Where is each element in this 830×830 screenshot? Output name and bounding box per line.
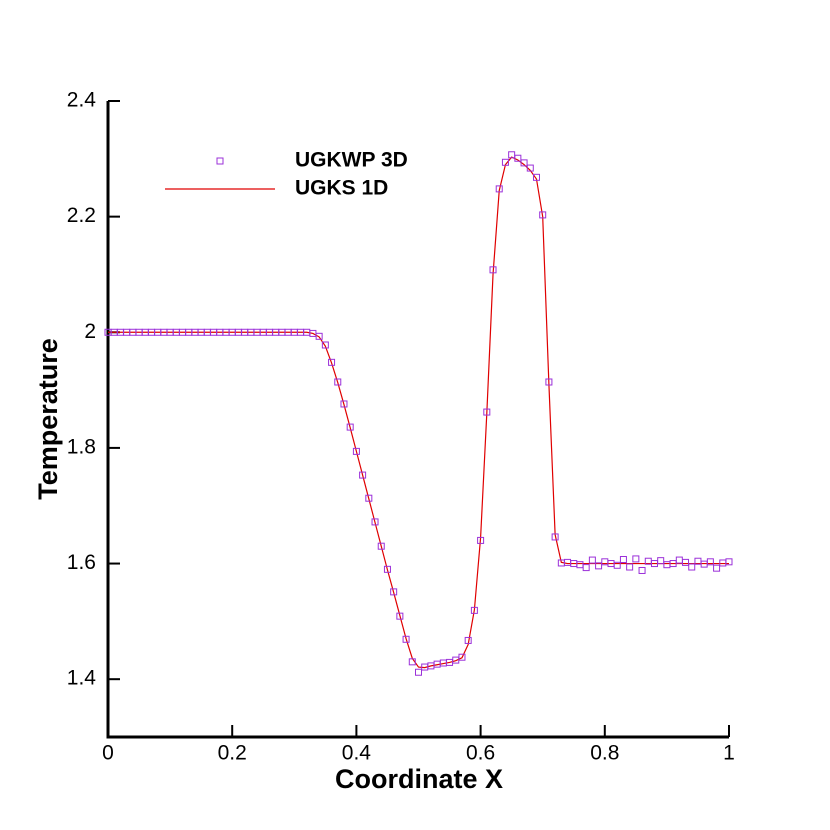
point (477, 536, 485, 544)
point (365, 494, 373, 502)
point (464, 636, 472, 644)
x-tick-label: 0.8 (590, 742, 619, 765)
y-tick-label: 2.2 (67, 204, 96, 227)
point (514, 154, 522, 162)
point (713, 564, 721, 572)
point (383, 565, 391, 573)
point (359, 471, 367, 479)
point (595, 562, 603, 570)
point (582, 564, 590, 572)
point (495, 185, 503, 193)
point (532, 173, 540, 181)
point (663, 561, 671, 569)
point (334, 378, 342, 386)
y-tick-label: 1.6 (67, 551, 96, 574)
point (390, 588, 398, 596)
point (520, 159, 528, 167)
y-tick-label: 1.8 (67, 435, 96, 458)
point (483, 408, 491, 416)
point (352, 447, 360, 455)
point (396, 612, 404, 620)
point (613, 561, 621, 569)
legend-label: UGKWP 3D (295, 149, 408, 172)
point (408, 658, 416, 666)
point (588, 556, 596, 564)
point (632, 555, 640, 563)
point (415, 668, 422, 676)
x-tick-label: 0.2 (218, 742, 247, 765)
point (377, 542, 385, 550)
point (682, 558, 690, 566)
y-axis-title: Temperature (33, 338, 63, 500)
point (470, 606, 478, 614)
legend-marker (216, 157, 224, 165)
x-axis-title: Coordinate X (335, 764, 503, 794)
point (706, 558, 714, 566)
point (657, 557, 665, 565)
point (526, 164, 534, 172)
y-tick-label: 2.4 (67, 89, 97, 112)
legend-label: UGKS 1D (295, 177, 388, 200)
point (315, 332, 323, 340)
point (638, 566, 646, 574)
point (551, 533, 559, 541)
x-tick-label: 0.6 (466, 742, 495, 765)
point (564, 558, 572, 566)
point (725, 558, 733, 566)
point (675, 556, 683, 564)
point (619, 555, 627, 563)
y-tick-label: 1.4 (67, 667, 97, 690)
point (489, 266, 497, 274)
x-tick-label: 1 (723, 742, 735, 765)
point (402, 635, 410, 643)
y-tick-label: 2 (84, 320, 96, 343)
line (108, 156, 729, 669)
x-tick-label: 0.4 (342, 742, 372, 765)
point (458, 653, 466, 661)
x-tick-label: 0 (102, 742, 114, 765)
point (545, 378, 553, 386)
point (626, 563, 634, 571)
point (321, 341, 329, 349)
point (576, 561, 584, 569)
point (346, 423, 354, 431)
point (371, 518, 379, 526)
point (539, 211, 547, 219)
point (688, 563, 696, 571)
point (501, 158, 509, 166)
point (340, 400, 348, 408)
point (328, 358, 336, 366)
